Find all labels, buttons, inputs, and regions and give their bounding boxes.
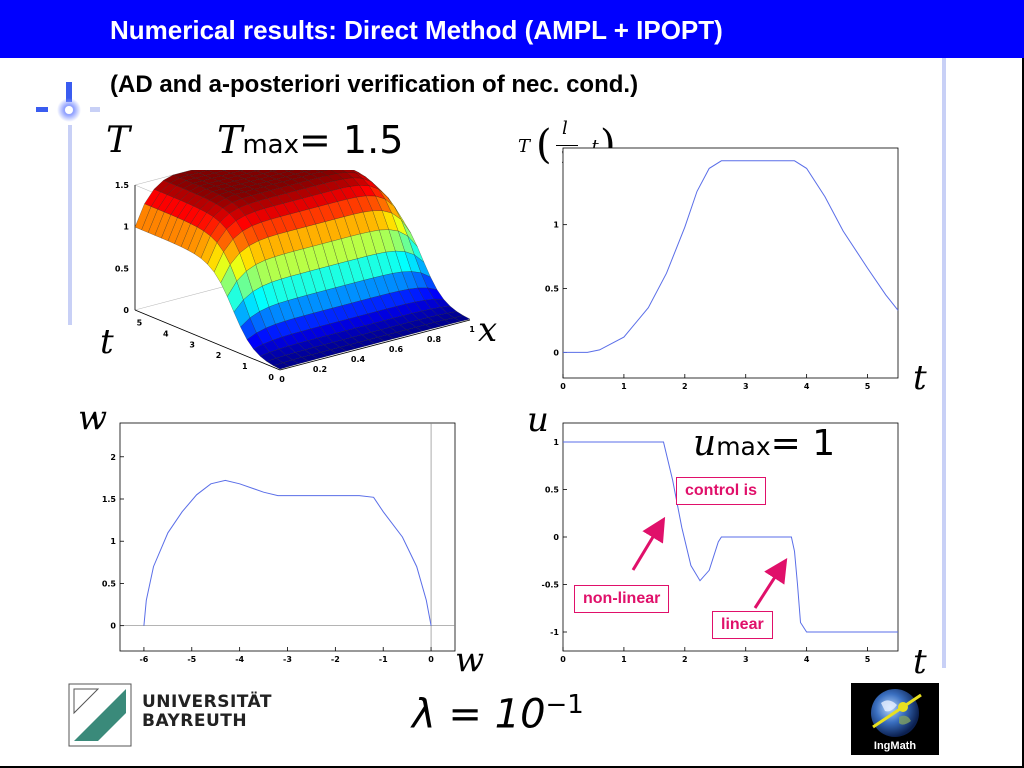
university-name: UNIVERSITÄT BAYREUTH (142, 693, 272, 731)
label-Tl2-l: l (562, 118, 568, 139)
y-tick-label: 1.5 (102, 495, 117, 504)
x-tick-label: 2 (682, 655, 688, 664)
y-tick-label: 0.5 (545, 285, 560, 294)
label-umax: umax= 1 (693, 423, 835, 464)
plot-frame (119, 422, 456, 652)
x-tick-label: -6 (139, 655, 148, 664)
phase-plot: -6 -5 -4 -3 -2 -1 0 0 0.5 1 1.5 2 (90, 418, 465, 673)
label-t-bottom-right: t (913, 642, 927, 682)
temperature-midpoint-plot: 0 1 2 3 4 5 0 0.5 1 (530, 140, 910, 400)
y-tick-label: 0 (553, 348, 559, 357)
label-w: w (455, 640, 485, 680)
frame-line-bottom (0, 766, 1024, 768)
university-logo-icon (68, 683, 132, 747)
t-tick-label: 3 (189, 340, 195, 349)
t-tick-label: 2 (216, 351, 222, 360)
z-tick-label: 1.5 (115, 181, 130, 190)
x-tick-label: 4 (804, 655, 810, 664)
x-tick-label: -5 (187, 655, 196, 664)
z-tick-label: 1 (123, 223, 129, 232)
label-lambda: λ = 10−1 (412, 690, 584, 737)
university-name-line1: UNIVERSITÄT (142, 692, 272, 712)
y-tick-label: 1 (553, 438, 559, 447)
label-w-dot-dot: · (89, 398, 100, 438)
x-tick-label: -2 (331, 655, 340, 664)
x-tick-label: 1 (621, 382, 627, 391)
label-Tmax-T: T (217, 118, 243, 162)
callout-linear: linear (712, 611, 773, 639)
y-tick-label: 0.5 (102, 579, 117, 588)
label-lambda-exponent: −1 (545, 690, 584, 720)
surface-mesh (134, 144, 471, 370)
label-Tl2-fraction-bar (556, 145, 578, 146)
x-tick-label: 0 (560, 655, 566, 664)
y-tick-label: 1 (553, 221, 559, 230)
label-Tl2-T: T (518, 136, 531, 157)
x-tick-label: 0.8 (427, 335, 442, 344)
x-tick-label: 0.6 (389, 345, 404, 354)
y-tick-label: -0.5 (542, 581, 560, 590)
x-tick-label: 0 (279, 375, 285, 384)
ingmath-label: IngMath (873, 740, 917, 752)
t-tick-label: 1 (242, 362, 248, 371)
plot-frame (562, 147, 899, 379)
surface-plot: 0 0.5 1 1.5 0 0.2 0.4 0.6 0.8 1 0 1 2 3 4 5 (110, 134, 490, 390)
t-tick-label: 4 (163, 329, 169, 338)
university-name-line2: BAYREUTH (142, 711, 248, 731)
z-tick-label: 0.5 (115, 264, 130, 273)
label-Tmax: Tmax= 1.5 (217, 118, 403, 162)
frame-line-right (1022, 58, 1024, 768)
x-tick-label: 0 (560, 382, 566, 391)
x-tick-label: 0.2 (313, 365, 327, 374)
series-line (563, 160, 899, 353)
ingmath-logo: IngMath (851, 683, 939, 755)
x-tick-label: 2 (682, 382, 688, 391)
x-tick-label: 3 (743, 655, 749, 664)
series-line (563, 441, 898, 633)
x-tick-label: -3 (283, 655, 292, 664)
label-w-dot: · w (78, 398, 107, 438)
label-t-3d: t (100, 322, 114, 362)
y-tick-label: 0.5 (545, 486, 560, 495)
slide-title: Numerical results: Direct Method (AMPL +… (110, 15, 723, 45)
y-tick-label: 2 (110, 453, 116, 462)
z-tick-label: 0 (123, 306, 129, 315)
globe-icon (871, 689, 922, 737)
x-tick-label: 4 (804, 382, 810, 391)
t-tick-label: 0 (268, 373, 274, 382)
x-tick-label: 5 (865, 382, 871, 391)
label-t-right: t (913, 358, 927, 398)
x-tick-label: 5 (865, 655, 871, 664)
y-tick-label: 0 (110, 622, 116, 631)
slide-subtitle: (AD and a-posteriori verification of nec… (110, 71, 639, 98)
label-umax-sub: max (716, 432, 771, 461)
label-u: u (527, 400, 549, 440)
callout-non-linear: non-linear (574, 585, 670, 613)
t-tick-label: 5 (137, 318, 143, 327)
title-bar (0, 0, 1024, 58)
y-tick-label: -1 (550, 628, 559, 637)
y-tick-label: 1 (110, 537, 116, 546)
label-Tl2-paren-open: ( (536, 122, 552, 168)
x-tick-label: 3 (743, 382, 749, 391)
label-T: T (106, 120, 131, 161)
label-x-3d: x (478, 310, 498, 350)
x-tick-label: -1 (379, 655, 388, 664)
label-umax-u: u (693, 423, 717, 464)
x-tick-label: 1 (621, 655, 627, 664)
label-Tmax-value: = 1.5 (299, 118, 404, 162)
x-tick-label: 0 (428, 655, 434, 664)
label-w-dot-w: w (78, 398, 108, 438)
y-tick-label: 0 (553, 533, 559, 542)
x-tick-label: -4 (235, 655, 244, 664)
series-line (143, 479, 432, 626)
label-lambda-main: λ = 10 (412, 691, 546, 738)
label-umax-value: = 1 (770, 423, 836, 464)
x-tick-label: 0.4 (351, 355, 366, 364)
label-Tmax-sub: max (242, 130, 300, 160)
callout-control-is: control is (676, 477, 767, 505)
x-tick-label: 1 (469, 325, 475, 334)
